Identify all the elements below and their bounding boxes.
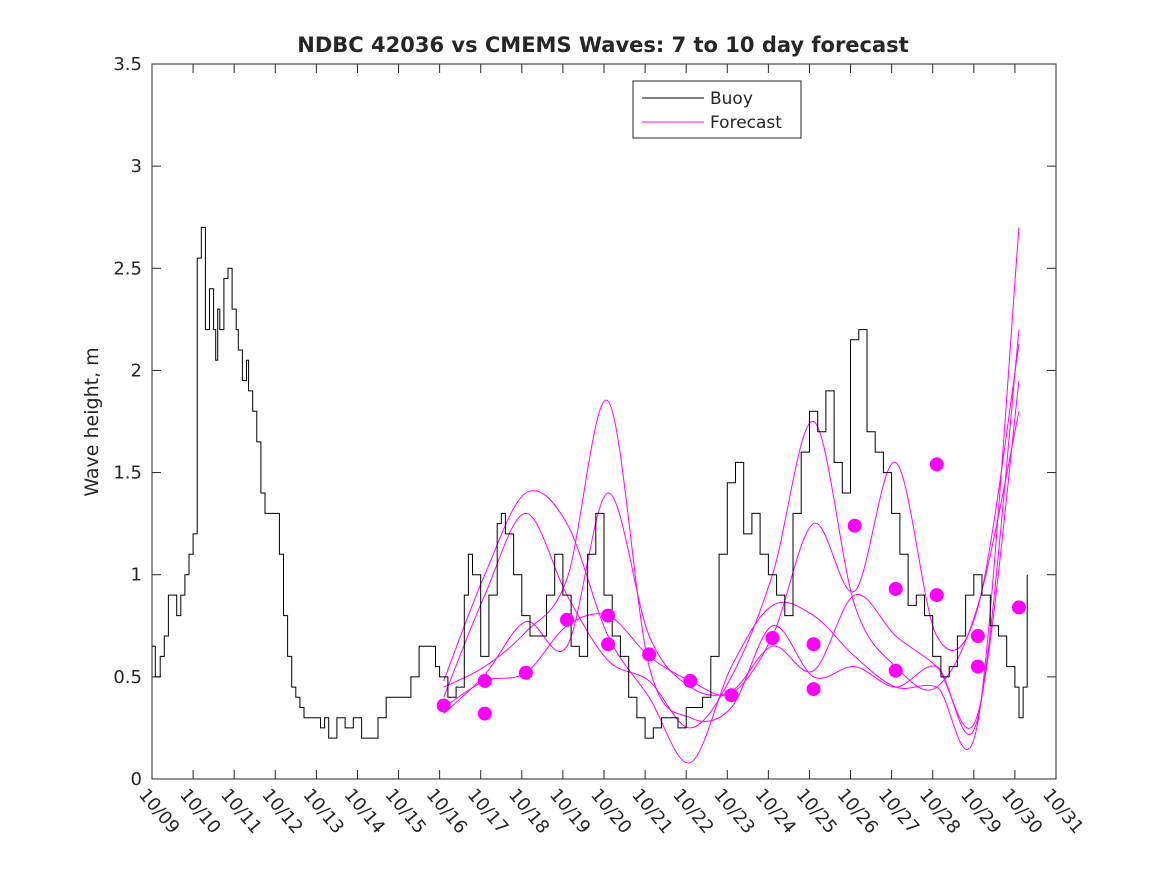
x-tick-label: 10/23 bbox=[709, 785, 758, 838]
plot-area: 00.511.522.533.510/0910/1010/1110/1210/1… bbox=[113, 54, 1087, 838]
legend-buoy-label: Buoy bbox=[710, 89, 753, 109]
x-tick-label: 10/25 bbox=[792, 785, 841, 838]
x-tick-label: 10/31 bbox=[1038, 785, 1087, 838]
forecast-marker bbox=[806, 682, 821, 697]
forecast-marker bbox=[970, 629, 985, 643]
y-tick-label: 2.5 bbox=[113, 258, 142, 279]
y-tick-label: 0 bbox=[131, 769, 142, 790]
x-tick-label: 10/22 bbox=[668, 785, 717, 838]
forecast-marker bbox=[765, 631, 780, 645]
x-tick-label: 10/30 bbox=[997, 785, 1046, 838]
x-tick-label: 10/21 bbox=[627, 785, 676, 838]
axes-box bbox=[151, 63, 1057, 780]
y-axis-label: Wave height, m bbox=[81, 347, 103, 496]
x-tick-label: 10/10 bbox=[175, 785, 224, 838]
forecast-marker bbox=[436, 698, 451, 713]
forecast-marker bbox=[970, 659, 985, 674]
forecast-marker bbox=[929, 457, 944, 472]
forecast-marker bbox=[1012, 600, 1026, 615]
x-tick-label: 10/19 bbox=[545, 785, 594, 838]
x-tick-label: 10/29 bbox=[956, 785, 1005, 838]
y-tick-label: 1 bbox=[131, 565, 142, 586]
forecast-line-3 bbox=[443, 329, 1020, 736]
forecast-marker bbox=[888, 663, 903, 678]
y-tick-label: 0.5 bbox=[113, 667, 142, 688]
x-tick-label: 10/20 bbox=[586, 785, 635, 838]
forecast-marker bbox=[724, 688, 739, 703]
forecast-line-1 bbox=[443, 343, 1020, 708]
forecast-marker bbox=[847, 518, 862, 533]
forecast-marker bbox=[601, 637, 616, 652]
x-tick-label: 10/14 bbox=[340, 785, 389, 838]
x-tick-label: 10/09 bbox=[134, 785, 183, 838]
forecast-marker bbox=[477, 706, 492, 721]
legend-box bbox=[632, 80, 802, 139]
x-tick-label: 10/12 bbox=[257, 785, 306, 838]
forecast-marker bbox=[601, 608, 616, 623]
forecast-marker bbox=[683, 673, 698, 688]
y-tick-label: 1.5 bbox=[113, 463, 142, 484]
x-tick-label: 10/13 bbox=[299, 785, 348, 838]
y-tick-label: 2 bbox=[131, 360, 142, 381]
forecast-line-4 bbox=[443, 227, 1020, 764]
x-tick-label: 10/11 bbox=[216, 785, 265, 838]
forecast-marker bbox=[518, 665, 533, 680]
x-tick-label: 10/17 bbox=[463, 785, 512, 838]
x-tick-label: 10/27 bbox=[874, 785, 923, 838]
forecast-marker bbox=[477, 673, 492, 688]
forecast-marker bbox=[806, 637, 821, 652]
x-tick-label: 10/18 bbox=[504, 785, 553, 838]
legend-forecast-label: Forecast bbox=[710, 113, 782, 133]
chart-title: NDBC 42036 vs CMEMS Waves: 7 to 10 day f… bbox=[297, 33, 908, 57]
forecast-marker bbox=[888, 582, 903, 596]
buoy-line bbox=[152, 226, 1028, 739]
y-tick-label: 3 bbox=[131, 156, 142, 177]
x-tick-label: 10/28 bbox=[915, 785, 964, 838]
forecast-marker bbox=[929, 588, 944, 603]
y-tick-label: 3.5 bbox=[113, 54, 142, 75]
forecast-marker bbox=[560, 612, 574, 627]
x-tick-label: 10/16 bbox=[422, 785, 471, 838]
x-tick-label: 10/24 bbox=[751, 785, 800, 838]
forecast-marker bbox=[642, 647, 657, 662]
x-tick-label: 10/26 bbox=[833, 785, 882, 838]
legend: Buoy Forecast bbox=[632, 80, 802, 139]
x-tick-label: 10/15 bbox=[381, 785, 430, 838]
forecast-line-5 bbox=[443, 411, 1020, 729]
